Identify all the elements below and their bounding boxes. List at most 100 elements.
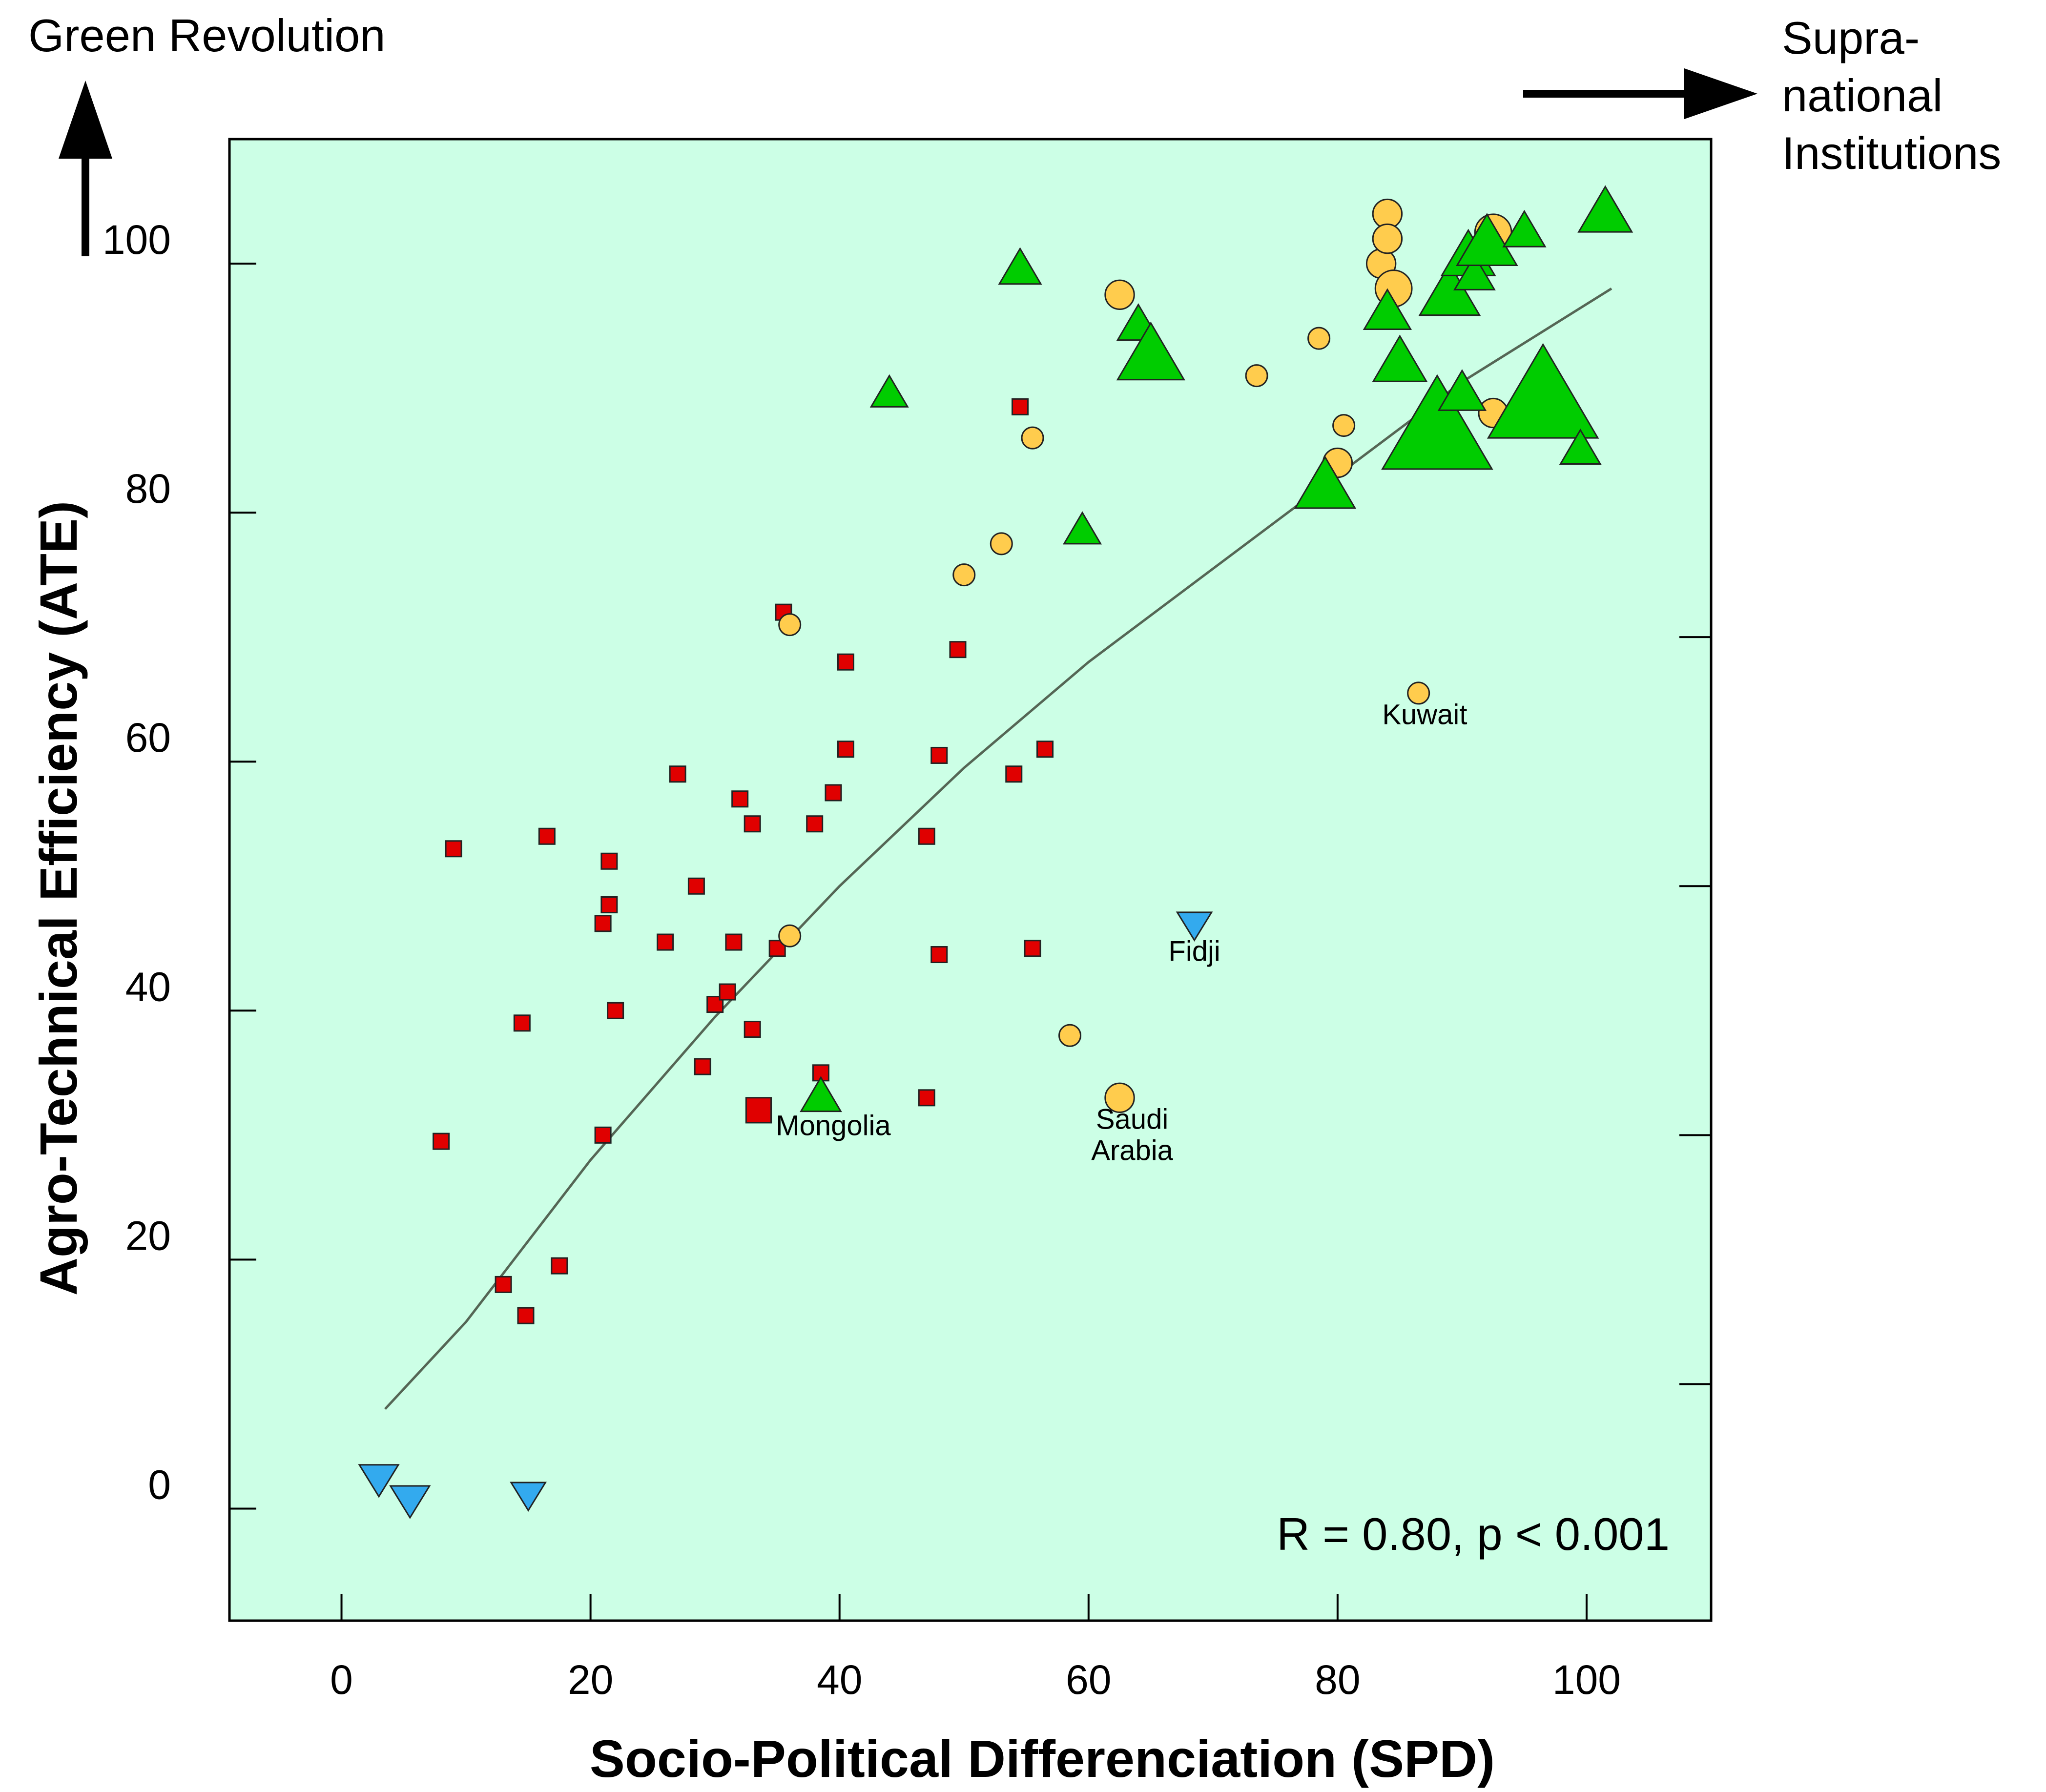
x-tick-label: 40 <box>817 1657 862 1703</box>
square-point <box>669 765 686 783</box>
inverted-triangle-point <box>358 1464 400 1498</box>
square-point <box>725 933 743 951</box>
square-point <box>1012 398 1029 415</box>
x-tick-label: 80 <box>1315 1657 1360 1703</box>
point-label: Kuwait <box>1382 699 1467 731</box>
y-tick-label: 60 <box>125 715 171 761</box>
square-point <box>607 1002 624 1019</box>
square-point <box>731 790 749 808</box>
triangle-point <box>800 1076 842 1112</box>
square-point <box>930 946 948 964</box>
inverted-triangle-point <box>1176 911 1213 942</box>
x-tick-label: 0 <box>330 1657 353 1703</box>
square-point <box>825 784 842 802</box>
corner-label-national: national <box>1782 70 1943 121</box>
y-tick-label: 100 <box>103 217 171 263</box>
circle-point <box>1307 327 1331 350</box>
circle-point <box>952 563 976 587</box>
square-point <box>433 1133 450 1150</box>
circle-point <box>1104 279 1135 310</box>
corner-label-supra: Supra- <box>1782 12 1920 63</box>
y-tick-label: 80 <box>125 466 171 512</box>
square-point <box>687 877 705 895</box>
triangle-point <box>1437 369 1487 411</box>
square-point <box>1005 765 1023 783</box>
circle-point <box>1058 1024 1082 1047</box>
triangle-point <box>1487 343 1599 439</box>
square-point <box>495 1276 512 1293</box>
square-point <box>594 1126 612 1144</box>
square-point <box>719 983 736 1001</box>
data-points <box>358 185 1633 1519</box>
circle-point <box>1021 426 1044 450</box>
square-point <box>538 827 556 845</box>
triangle-point <box>998 247 1042 285</box>
y-axis-label: Agro-Technical Efficiency (ATE) <box>29 501 88 1296</box>
square-point <box>806 815 824 833</box>
square-point <box>837 741 854 758</box>
square-point <box>706 996 724 1013</box>
square-point <box>513 1014 531 1032</box>
trend-line-layer <box>384 287 1612 1410</box>
square-point <box>657 933 674 951</box>
circle-point <box>1332 414 1356 437</box>
circle-point <box>778 613 802 637</box>
green-revolution-arrow <box>59 81 112 256</box>
square-point <box>594 915 612 932</box>
circle-point <box>1104 1082 1135 1113</box>
y-tick-label: 40 <box>125 964 171 1009</box>
circle-point <box>778 924 802 947</box>
triangle-point <box>869 374 909 408</box>
square-point <box>745 1097 772 1124</box>
triangle-point <box>1363 288 1412 330</box>
point-label: Mongolia <box>776 1110 891 1141</box>
triangle-point <box>1116 321 1185 381</box>
square-point <box>551 1257 568 1275</box>
triangle-point <box>1559 428 1602 465</box>
circle-point <box>1372 223 1403 254</box>
triangle-point <box>1063 511 1102 545</box>
square-point <box>949 641 967 659</box>
square-point <box>837 653 854 671</box>
square-point <box>812 1064 829 1082</box>
square-point <box>1036 741 1054 758</box>
point-label: Fidji <box>1168 935 1220 967</box>
circle-point <box>1245 364 1268 388</box>
x-axis-label: Socio-Political Differenciation (SPD) <box>590 1729 1495 1788</box>
corner-label-green-revolution: Green Revolution <box>28 10 386 61</box>
square-point <box>1024 940 1041 957</box>
y-tick-label: 20 <box>125 1213 171 1258</box>
triangle-point <box>1294 455 1357 509</box>
square-point <box>930 746 948 764</box>
right-axis-ticks <box>1679 636 1711 1385</box>
square-point <box>600 896 618 914</box>
triangle-point <box>1502 209 1547 247</box>
circle-point <box>990 532 1013 556</box>
circle-point <box>1407 681 1430 705</box>
trend-line <box>384 287 1612 1410</box>
corner-label-institutions: Institutions <box>1782 127 2001 179</box>
square-point <box>744 815 761 833</box>
x-tick-label: 60 <box>1066 1657 1111 1703</box>
square-point <box>768 940 786 957</box>
axis-ticks: 0 20 40 60 80 100 0 20 40 60 80 100 <box>103 217 1621 1703</box>
supranational-institutions-arrow <box>1523 68 1757 119</box>
plot-area <box>228 138 1713 1622</box>
inverted-triangle-point <box>389 1485 431 1519</box>
square-point <box>600 852 618 870</box>
inverted-triangle-point <box>510 1482 547 1512</box>
triangle-point <box>1456 213 1518 267</box>
square-point <box>517 1307 535 1324</box>
point-label: Arabia <box>1091 1134 1173 1166</box>
annotation-r-value: R = 0.80, p < 0.001 <box>1277 1508 1670 1560</box>
square-point <box>445 840 462 858</box>
square-point <box>744 1021 761 1038</box>
y-tick-label: 0 <box>148 1462 171 1507</box>
triangle-point <box>1372 334 1428 382</box>
point-label: Saudi <box>1096 1104 1168 1135</box>
x-tick-label: 100 <box>1552 1657 1621 1703</box>
square-point <box>694 1058 711 1075</box>
x-tick-label: 20 <box>568 1657 613 1703</box>
